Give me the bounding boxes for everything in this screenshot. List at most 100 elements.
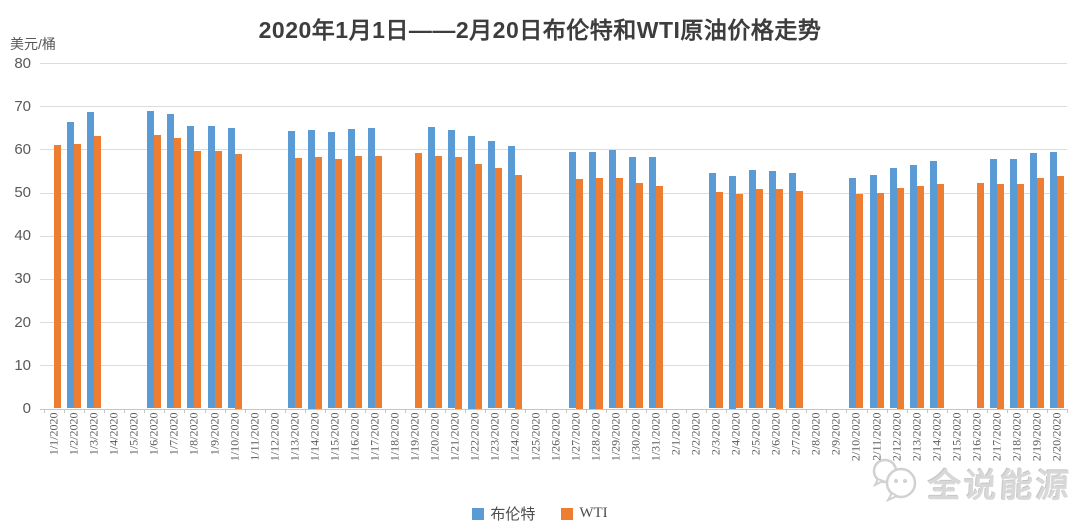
x-tick-label: 1/25/2020 [528, 412, 542, 461]
bar-wti [435, 155, 443, 409]
x-tick-label: 1/28/2020 [588, 412, 603, 461]
bar-wti [375, 155, 382, 409]
y-tick-label: 80 [14, 54, 31, 72]
x-axis-tick [365, 409, 366, 413]
x-axis-tick [385, 409, 386, 413]
y-axis-unit-label: 美元/桶 [10, 36, 56, 52]
x-tick-label: 2/17/2020 [989, 412, 1004, 461]
bar-brent [889, 167, 897, 409]
bar-wti [976, 182, 984, 409]
gridline [40, 365, 1067, 367]
x-tick-label: 2/11/2020 [869, 412, 883, 461]
bar-wti [314, 157, 322, 409]
bar-brent [1050, 152, 1057, 409]
x-axis-tick [1006, 409, 1008, 413]
legend-label-wti: WTI [579, 505, 608, 521]
x-axis-tick [565, 409, 567, 413]
x-tick-label: 2/18/2020 [1009, 412, 1024, 461]
y-tick-label: 60 [14, 140, 31, 158]
x-tick-label: 2/1/2020 [668, 412, 683, 455]
bar-wti [575, 179, 583, 409]
bar-brent [628, 156, 636, 409]
x-tick-label: 2/7/2020 [788, 412, 803, 455]
x-axis-tick [244, 409, 246, 413]
x-axis-tick [144, 409, 146, 413]
bar-brent [87, 112, 95, 409]
bar-wti [615, 178, 623, 409]
bar-brent [729, 175, 737, 409]
x-axis-tick [706, 409, 707, 413]
x-tick-label: 1/5/2020 [126, 412, 141, 455]
x-axis-tick [786, 409, 788, 413]
x-axis-tick [625, 409, 627, 413]
x-axis-tick [645, 409, 647, 413]
x-tick-label: 2/2/2020 [688, 412, 703, 455]
x-tick-label: 1/19/2020 [407, 412, 422, 461]
x-axis-tick [545, 409, 547, 413]
x-tick-label: 1/7/2020 [166, 412, 181, 455]
y-tick-label: 30 [14, 270, 31, 288]
x-tick-label: 2/12/2020 [889, 412, 903, 461]
bar-wti [716, 192, 723, 409]
x-tick-label: 1/30/2020 [628, 412, 643, 461]
bar-wti [856, 194, 864, 409]
y-tick-label: 20 [14, 313, 31, 331]
legend: 布伦特 WTI [0, 503, 1080, 524]
x-axis-tick [184, 409, 186, 413]
x-tick-label: 1/2/2020 [66, 412, 81, 455]
bar-wti [1057, 176, 1064, 409]
x-axis-tick [64, 409, 66, 413]
x-axis-tick [766, 409, 768, 413]
bar-wti [94, 136, 102, 409]
bar-brent [428, 126, 436, 409]
x-axis-tick [966, 409, 968, 413]
x-tick-label: 2/9/2020 [828, 412, 843, 455]
x-axis-tick [585, 409, 587, 413]
bar-wti [655, 185, 663, 409]
y-tick-label: 50 [14, 184, 31, 202]
legend-swatch-wti [561, 507, 574, 520]
x-tick-label: 2/14/2020 [929, 412, 944, 461]
x-tick-label: 1/3/2020 [86, 412, 101, 455]
y-tick-label: 0 [22, 400, 31, 417]
x-tick-label: 1/27/2020 [568, 412, 583, 461]
bar-brent [448, 129, 456, 409]
x-tick-label: 1/17/2020 [367, 412, 382, 461]
bar-wti [756, 189, 764, 409]
x-axis-tick [505, 409, 507, 413]
gridline [40, 235, 1067, 237]
x-axis-tick [344, 409, 346, 413]
bar-wti [174, 137, 182, 409]
bar-wti [736, 194, 744, 409]
bar-wti [294, 157, 302, 409]
bar-brent [327, 132, 335, 409]
x-axis-tick [465, 409, 467, 413]
y-tick-label: 70 [14, 97, 31, 115]
bar-wti [896, 187, 904, 409]
x-axis-tick [104, 409, 106, 413]
bar-brent [347, 129, 355, 409]
x-tick-label: 1/11/2020 [247, 412, 262, 461]
x-tick-label: 1/22/2020 [467, 412, 482, 461]
x-tick-label: 1/13/2020 [287, 412, 302, 461]
bar-brent [849, 178, 857, 409]
bar-wti [334, 158, 342, 409]
bar-brent [929, 160, 937, 409]
x-axis-tick [284, 409, 286, 413]
x-axis-tick [525, 409, 527, 413]
x-axis-tick [866, 409, 868, 413]
bar-brent [307, 130, 315, 409]
x-axis-tick [224, 409, 226, 413]
x-tick-label: 1/29/2020 [608, 412, 623, 461]
chart-title: 2020年1月1日——2月20日布伦特和WTI原油价格走势 [258, 17, 822, 43]
bar-wti [495, 168, 503, 409]
x-axis-tick [264, 409, 266, 413]
x-tick-label: 2/4/2020 [728, 412, 743, 455]
x-tick-label: 1/15/2020 [327, 412, 342, 461]
bar-brent [167, 113, 175, 409]
x-axis-tick [906, 409, 908, 413]
bar-wti [74, 144, 82, 409]
x-tick-label: 1/31/2020 [648, 412, 663, 461]
y-tick-label: 10 [14, 356, 31, 374]
